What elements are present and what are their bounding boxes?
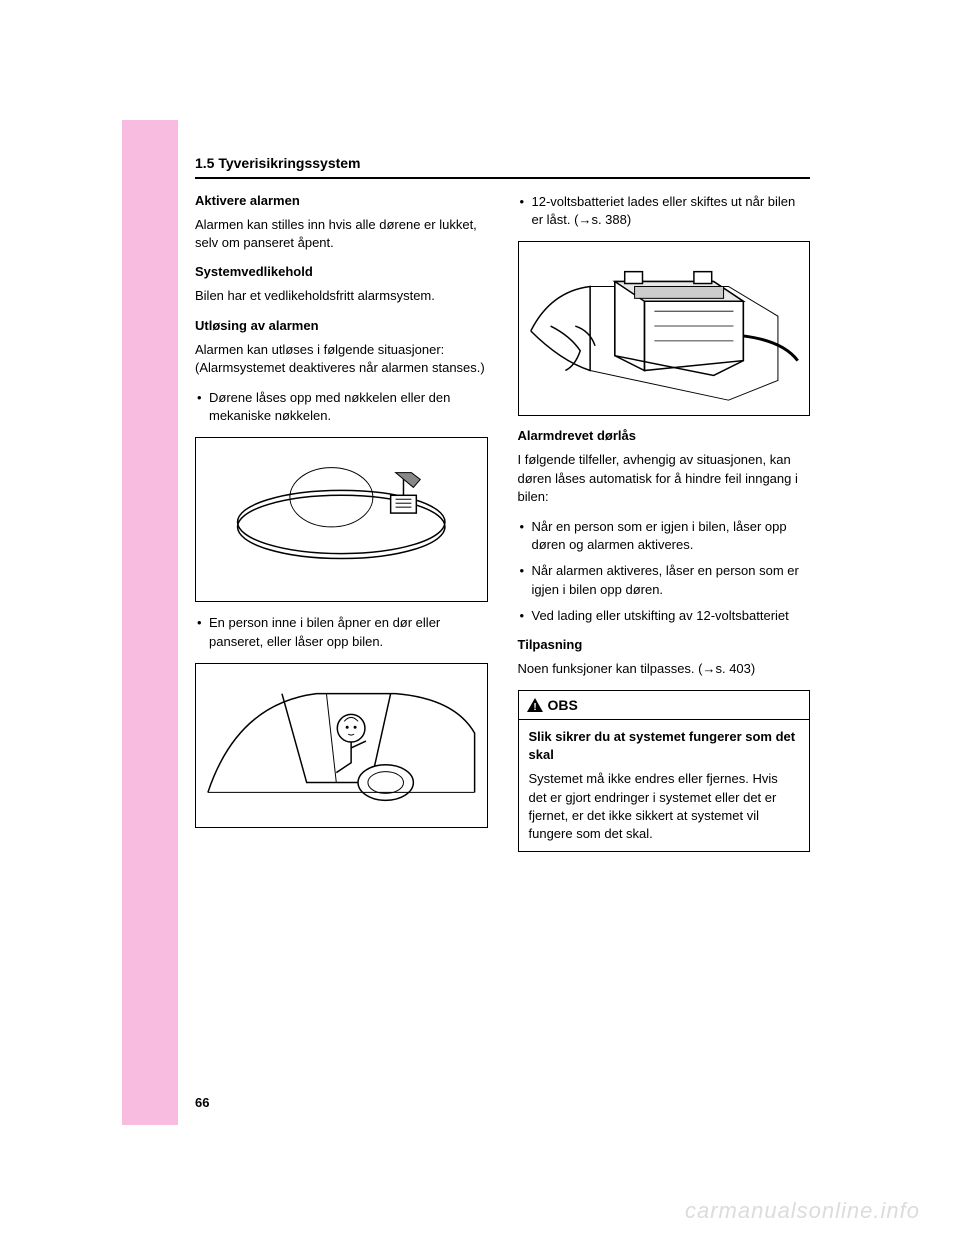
bullet-list-right-2: Når en person som er igjen i bilen, låse… [518,518,811,625]
section-tab [122,120,178,1125]
person-car-illustration [196,664,487,827]
watermark: carmanualsonline.info [685,1198,920,1224]
text-tilpasning: Noen funksjoner kan tilpasses. (→s. 403) [518,660,811,678]
heading-vedlikehold: Systemvedlikehold [195,264,488,279]
list-item: Når en person som er igjen i bilen, låse… [518,518,811,554]
door-handle-illustration [196,438,487,601]
section-header: 1.5 Tyverisikringssystem [195,155,810,179]
page-number: 66 [195,1095,209,1110]
list-item: Når alarmen aktiveres, låser en person s… [518,562,811,598]
svg-text:!: ! [533,702,536,712]
heading-tilpasning: Tilpasning [518,637,811,652]
battery-illustration [519,242,810,415]
text-aktivere: Alarmen kan stilles inn hvis alle dørene… [195,216,488,252]
heading-aktivere: Aktivere alarmen [195,193,488,208]
left-column: Aktivere alarmen Alarmen kan stilles inn… [195,193,488,864]
heading-utlosing: Utløsing av alarmen [195,318,488,333]
list-item: En person inne i bilen åpner en dør elle… [195,614,488,650]
figure-person-in-car [195,663,488,828]
list-item: 12-voltsbatteriet lades eller skiftes ut… [518,193,811,229]
right-column: 12-voltsbatteriet lades eller skiftes ut… [518,193,811,864]
notice-text: Systemet må ikke endres eller fjernes. H… [529,770,800,843]
figure-door-handle [195,437,488,602]
bullet-list-left-1: Dørene låses opp med nøkkelen eller den … [195,389,488,425]
text-utlosing: Alarmen kan utløses i følgende situasjon… [195,341,488,377]
notice-title: OBS [548,697,578,713]
list-item: Dørene låses opp med nøkkelen eller den … [195,389,488,425]
text-vedlikehold: Bilen har et vedlikeholdsfritt alarmsyst… [195,287,488,305]
page-content: 1.5 Tyverisikringssystem Aktivere alarme… [195,155,810,864]
bullet-list-right-1: 12-voltsbatteriet lades eller skiftes ut… [518,193,811,229]
notice-body: Slik sikrer du at systemet fungerer som … [519,720,810,851]
warning-icon: ! [527,698,543,712]
list-item: Ved lading eller utskifting av 12-voltsb… [518,607,811,625]
notice-header: ! OBS [519,691,810,720]
heading-dorlas: Alarmdrevet dørlås [518,428,811,443]
text-dorlas: I følgende tilfeller, avhengig av situas… [518,451,811,506]
two-column-layout: Aktivere alarmen Alarmen kan stilles inn… [195,193,810,864]
bullet-list-left-2: En person inne i bilen åpner en dør elle… [195,614,488,650]
notice-box: ! OBS Slik sikrer du at systemet fungere… [518,690,811,852]
notice-subheading: Slik sikrer du at systemet fungerer som … [529,728,800,764]
figure-battery [518,241,811,416]
